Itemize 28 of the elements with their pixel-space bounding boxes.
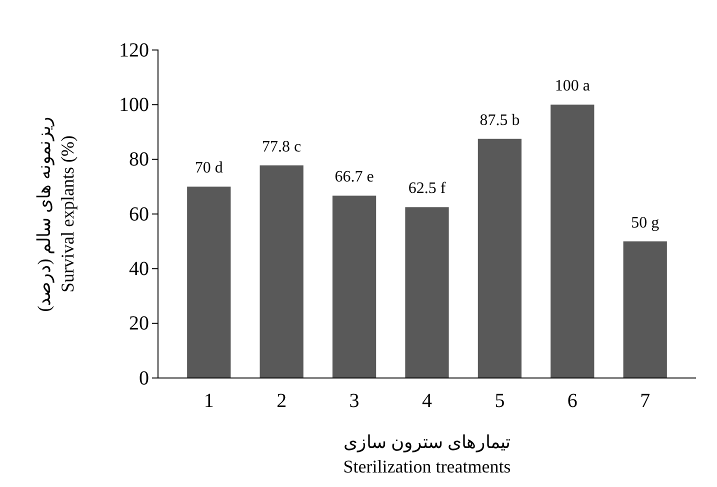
- bar: [623, 241, 667, 378]
- data-label: 66.7 e: [334, 168, 374, 186]
- y-tick-label: 20: [129, 312, 149, 335]
- data-label: 100 a: [554, 78, 590, 95]
- x-tick-label: 1: [204, 390, 214, 412]
- bar: [260, 165, 304, 378]
- y-tick-label: 0: [139, 367, 149, 390]
- data-label: 70 d: [194, 160, 223, 177]
- x-tick-label: 5: [494, 390, 505, 412]
- x-tick-label: 3: [349, 390, 360, 412]
- x-tick-label: 6: [567, 390, 578, 412]
- bar: [187, 186, 231, 378]
- x-tick-label: 7: [640, 390, 650, 412]
- y-tick-label: 60: [129, 203, 149, 226]
- data-label: 50 g: [631, 214, 660, 232]
- data-label: 77.8 c: [262, 138, 302, 156]
- x-tick-label: 2: [276, 390, 287, 412]
- y-tick-label: 80: [129, 148, 149, 171]
- y-tick-label: 100: [119, 94, 149, 116]
- bar: [332, 196, 376, 378]
- bar: [405, 207, 449, 378]
- y-tick-label: 120: [119, 39, 149, 62]
- bar: [550, 104, 594, 378]
- y-tick-label: 40: [129, 258, 149, 280]
- data-label: 62.5 f: [408, 180, 446, 198]
- x-tick-label: 4: [422, 390, 432, 412]
- data-label: 87.5 b: [480, 112, 520, 129]
- bar: [478, 138, 522, 378]
